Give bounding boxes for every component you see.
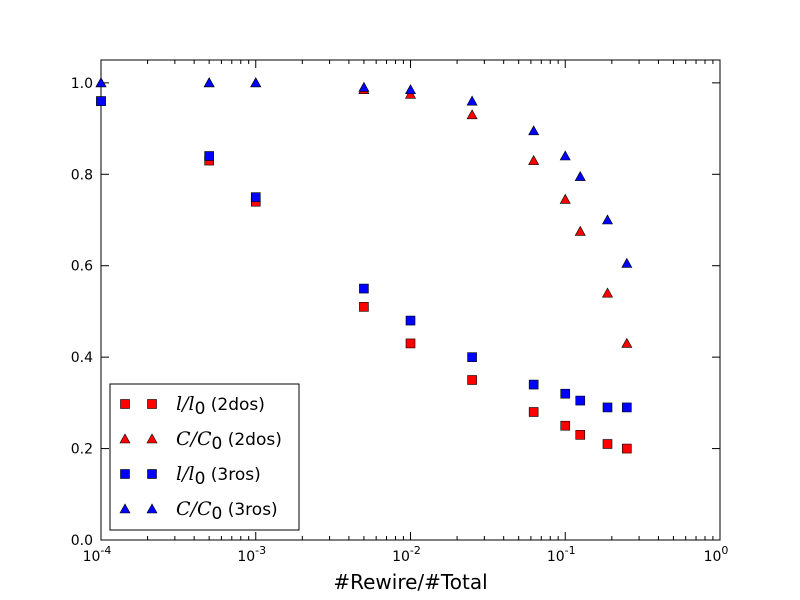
data-point-square	[528, 379, 539, 390]
legend-marker	[146, 503, 158, 514]
axis-ticks: 10-4 10-3 10-2 10-1 100 0.0 0.2 0.4 0.6 0.8 1.0	[71, 60, 729, 565]
data-point-triangle	[621, 257, 633, 268]
data-point-triangle	[601, 287, 614, 298]
data-point-triangle	[574, 170, 586, 181]
legend-marker	[147, 469, 157, 479]
data-point-square	[528, 407, 539, 417]
legend-marker	[119, 503, 131, 514]
legend-marker	[147, 399, 157, 409]
data-point-square	[575, 430, 586, 440]
data-point-triangle	[574, 225, 586, 236]
data-point-square	[560, 388, 571, 399]
legend-box	[109, 383, 300, 531]
data-point-square	[359, 283, 369, 294]
data-point-triangle	[95, 77, 107, 88]
data-point-triangle	[621, 337, 633, 348]
data-point-square	[405, 315, 416, 326]
data-point-triangle	[404, 84, 417, 95]
y-tick-label: 0.6	[71, 259, 93, 275]
data-point-triangle	[601, 214, 614, 225]
x-tick-label: 10-4	[83, 544, 112, 565]
legend-marker	[119, 433, 131, 444]
data-point-square	[96, 96, 106, 106]
data-point-square	[560, 420, 571, 431]
data-point-square	[467, 375, 477, 385]
y-tick-label: 0.8	[71, 167, 93, 183]
data-point-triangle	[559, 193, 571, 204]
data-point-square	[250, 192, 261, 202]
data-point-triangle	[203, 77, 215, 88]
y-tick-label: 0.4	[71, 350, 93, 366]
data-point-triangle	[528, 125, 540, 136]
x-axis-label: #Rewire/#Total	[333, 570, 487, 594]
x-tick-label: 10-3	[237, 544, 266, 565]
data-point-square	[204, 151, 214, 161]
data-point-square	[622, 443, 632, 454]
legend-marker	[120, 469, 130, 479]
legend-entry: l/l0 (2dos)	[120, 393, 265, 419]
data-point-triangle	[358, 81, 370, 92]
series-3	[95, 77, 633, 268]
data-point-square	[359, 302, 369, 312]
legend-label: C/C0 (3ros)	[176, 498, 278, 524]
legend-label: l/l0 (2dos)	[176, 393, 265, 419]
legend-label: C/C0 (2dos)	[176, 428, 282, 454]
y-tick-label: 0.0	[71, 533, 93, 549]
series-2	[96, 96, 632, 413]
legend: l/l0 (2dos) C/C0 (2dos) l/l0 (3ros) C/C0 (3…	[109, 383, 300, 531]
data-point-square	[405, 338, 416, 349]
data-point-triangle	[466, 109, 478, 120]
legend-marker	[120, 399, 130, 409]
y-tick-label: 1.0	[71, 76, 93, 92]
data-point-triangle	[559, 150, 571, 161]
x-tick-label: 100	[704, 544, 729, 565]
legend-entry: l/l0 (3ros)	[120, 463, 261, 489]
data-point-triangle	[528, 154, 540, 165]
data-point-square	[602, 439, 613, 449]
legend-entry: C/C0 (2dos)	[119, 428, 282, 454]
x-tick-label: 10-2	[392, 544, 421, 565]
data-point-triangle	[250, 77, 262, 88]
x-tick-label: 10-1	[547, 544, 576, 565]
data-point-square	[602, 402, 613, 413]
legend-label: l/l0 (3ros)	[176, 463, 261, 489]
data-point-square	[622, 402, 632, 413]
y-tick-label: 0.2	[71, 442, 93, 458]
data-point-square	[575, 395, 586, 406]
legend-marker	[146, 433, 158, 444]
legend-entry: C/C0 (3ros)	[119, 498, 278, 524]
data-point-square	[467, 352, 477, 362]
data-point-triangle	[466, 95, 478, 106]
data-points	[95, 77, 633, 454]
